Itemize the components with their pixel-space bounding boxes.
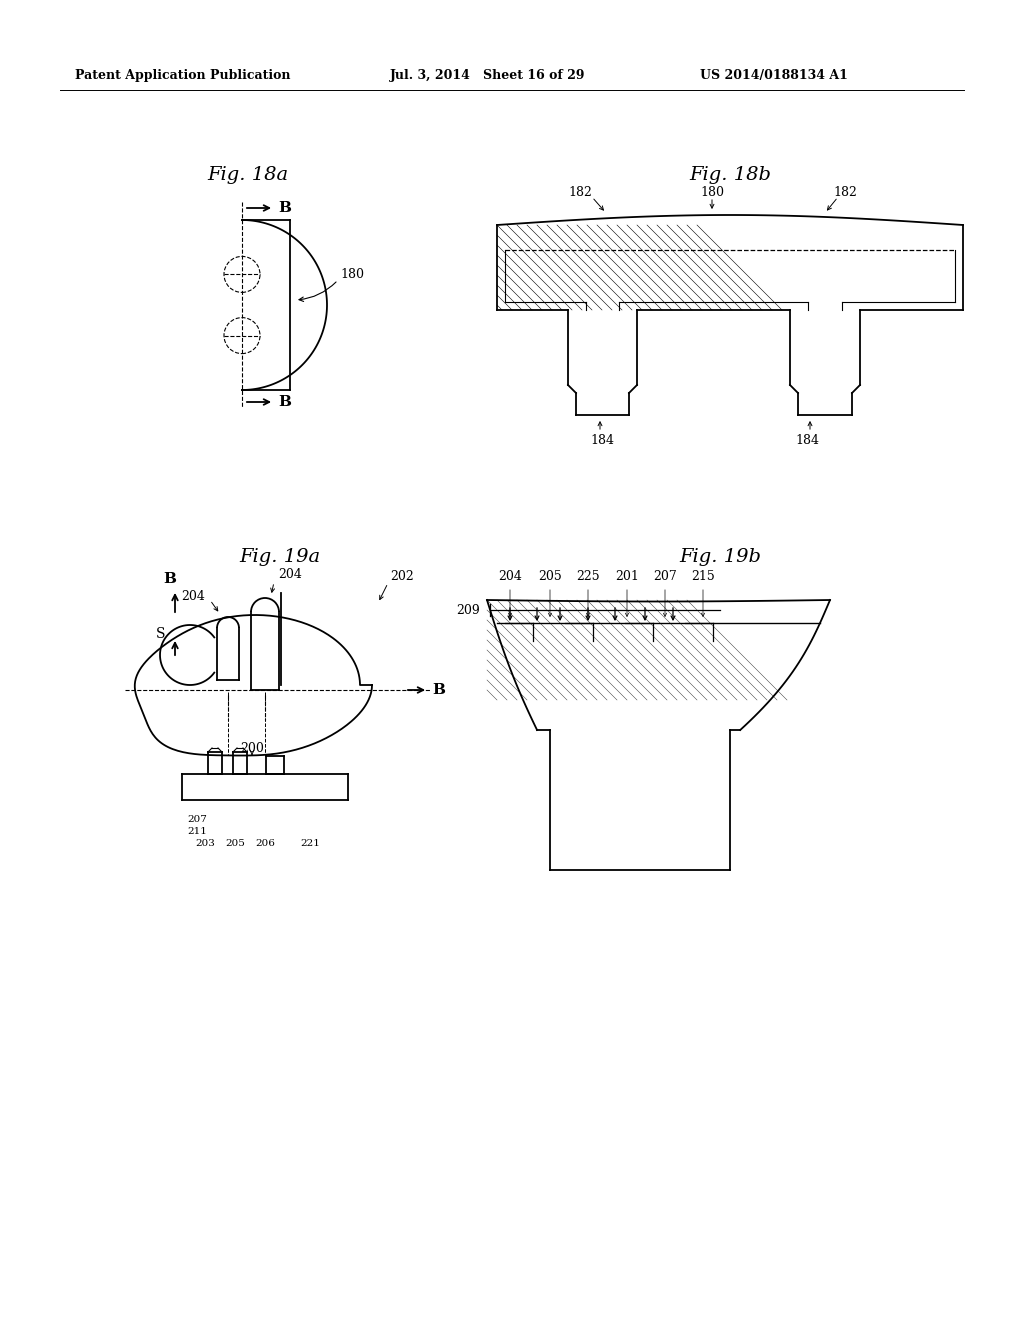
Text: 200: 200 <box>240 742 264 755</box>
Text: 180: 180 <box>700 186 724 198</box>
Text: B: B <box>164 572 176 586</box>
Text: 207: 207 <box>187 816 207 825</box>
Text: US 2014/0188134 A1: US 2014/0188134 A1 <box>700 69 848 82</box>
Text: S: S <box>156 627 165 642</box>
Text: Fig. 19a: Fig. 19a <box>240 548 321 566</box>
Text: 204: 204 <box>278 569 302 582</box>
Text: 184: 184 <box>590 433 614 446</box>
Text: 201: 201 <box>615 570 639 583</box>
Text: 184: 184 <box>795 433 819 446</box>
Text: 205: 205 <box>539 570 562 583</box>
Text: 204: 204 <box>181 590 205 602</box>
Text: B: B <box>278 201 291 215</box>
Text: 204: 204 <box>498 570 522 583</box>
Text: 205: 205 <box>225 840 245 849</box>
Text: Fig. 18a: Fig. 18a <box>208 166 289 183</box>
Text: Fig. 18b: Fig. 18b <box>689 166 771 183</box>
Text: 206: 206 <box>255 840 274 849</box>
Text: Fig. 19b: Fig. 19b <box>679 548 761 566</box>
Text: 182: 182 <box>568 186 592 198</box>
Text: 180: 180 <box>340 268 364 281</box>
Text: 207: 207 <box>653 570 677 583</box>
Text: 182: 182 <box>834 186 857 198</box>
Text: 225: 225 <box>577 570 600 583</box>
Text: 203: 203 <box>195 840 215 849</box>
Text: 221: 221 <box>300 840 319 849</box>
Text: 211: 211 <box>187 828 207 837</box>
Text: B: B <box>432 682 445 697</box>
Text: Patent Application Publication: Patent Application Publication <box>75 69 291 82</box>
Text: Jul. 3, 2014   Sheet 16 of 29: Jul. 3, 2014 Sheet 16 of 29 <box>390 69 586 82</box>
Text: 202: 202 <box>390 570 414 583</box>
Text: 215: 215 <box>691 570 715 583</box>
Text: 209: 209 <box>457 603 480 616</box>
Text: B: B <box>278 395 291 409</box>
